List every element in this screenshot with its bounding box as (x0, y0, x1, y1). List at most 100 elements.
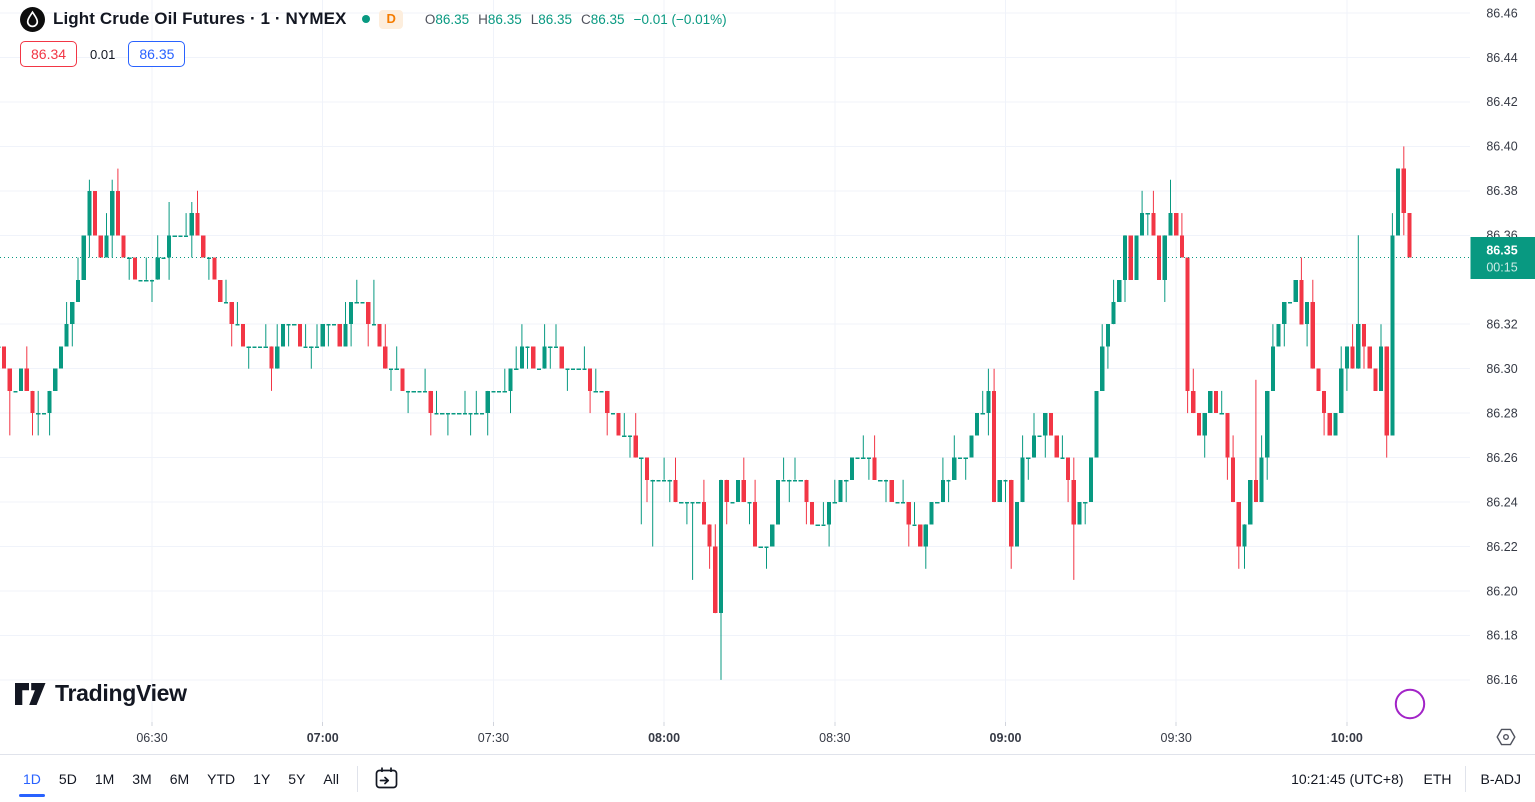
buy-ask-button[interactable]: 86.35 (128, 41, 186, 67)
range-button-5D[interactable]: 5D (50, 755, 86, 802)
candle-body (332, 324, 337, 326)
candle-body (1054, 435, 1059, 458)
candle-body (912, 524, 917, 526)
symbol-title[interactable]: Light Crude Oil Futures · 1 · NYMEX (53, 9, 347, 28)
candle-body (1145, 213, 1150, 215)
adjustment-toggle-badj[interactable]: B-ADJ (1480, 770, 1521, 787)
candle-body (354, 302, 359, 304)
range-button-5Y[interactable]: 5Y (279, 755, 314, 802)
candle-body (1344, 346, 1349, 369)
range-button-1M[interactable]: 1M (86, 755, 123, 802)
candle-body (286, 324, 291, 326)
time-axis-label: 07:00 (307, 731, 339, 745)
clock-readout[interactable]: 10:21:45 (UTC+8) (1291, 770, 1404, 787)
candle-body (883, 479, 889, 482)
candle-body (508, 368, 513, 391)
candle-body (1117, 279, 1122, 302)
chart-header: Light Crude Oil Futures · 1 · NYMEX D O8… (20, 6, 727, 67)
candle-body (2, 346, 7, 369)
tradingview-logo[interactable]: TradingView (15, 680, 187, 707)
candle-body (1350, 346, 1355, 369)
candle-body (1225, 413, 1230, 458)
range-button-3M[interactable]: 3M (123, 755, 160, 802)
candle-body (445, 413, 450, 415)
candle-body (605, 390, 610, 414)
range-button-1D[interactable]: 1D (14, 755, 50, 802)
candle-body (946, 479, 951, 482)
candle-body (622, 435, 627, 437)
candle-body (1174, 213, 1179, 236)
candle-body (781, 479, 786, 482)
candle-body (457, 413, 462, 415)
candle-body (1373, 368, 1378, 391)
candle-body (576, 368, 581, 371)
candle-body (280, 324, 285, 347)
candle-body (115, 190, 120, 236)
candle-body (411, 390, 416, 393)
candle-body (980, 413, 985, 415)
ohlc-high: H86.35 (478, 11, 522, 27)
range-button-1Y[interactable]: 1Y (244, 755, 279, 802)
ohlc-open: O86.35 (424, 11, 470, 27)
go-to-date-button[interactable] (367, 763, 406, 794)
range-button-YTD[interactable]: YTD (198, 755, 244, 802)
candle-body (497, 390, 502, 393)
candle-body (866, 457, 871, 460)
price-chart-canvas[interactable]: 06:30 07:00 07:30 08:00 08:30 09:00 09:30 10:00… (0, 0, 1535, 754)
instant-trading-button[interactable] (1393, 687, 1427, 721)
candle-body (895, 502, 900, 504)
candle-body (297, 324, 302, 347)
toolbar-divider (356, 765, 358, 792)
candle-body (417, 390, 422, 393)
candle-body (1265, 390, 1270, 458)
candle-body (1259, 457, 1264, 503)
candle-body (747, 502, 752, 504)
bar-countdown-label: 00:15 (1486, 261, 1517, 275)
candle-body (644, 457, 650, 480)
candle-body (849, 457, 854, 480)
candle-body (701, 502, 706, 525)
candle-body (1020, 457, 1025, 503)
candle-body (918, 524, 923, 547)
candle-body (423, 390, 428, 393)
candle-body (206, 257, 211, 259)
candle-body (713, 546, 718, 614)
axis-settings-hexagon-icon[interactable] (1492, 725, 1520, 749)
candle-body (906, 502, 911, 525)
candle-body (514, 368, 519, 371)
candle-body (599, 390, 604, 393)
range-button-6M[interactable]: 6M (161, 755, 198, 802)
candle-body (172, 235, 177, 237)
candle-body (161, 257, 166, 259)
price-axis-label: 86.24 (1486, 495, 1517, 509)
candle-body (1384, 346, 1389, 436)
range-button-All[interactable]: All (314, 755, 348, 802)
candle-body (81, 235, 86, 280)
candle-body (292, 324, 297, 326)
candle-body (195, 213, 200, 236)
candle-body (252, 346, 257, 348)
candle-body (235, 324, 240, 326)
candle-body (878, 479, 883, 482)
candle-body (1088, 457, 1093, 503)
price-axis-label: 86.40 (1486, 140, 1517, 154)
candle-body (832, 502, 837, 504)
session-toggle-eth[interactable]: ETH (1423, 770, 1452, 787)
candle-body (838, 479, 843, 502)
sell-bid-button[interactable]: 86.34 (20, 41, 78, 67)
candle-body (212, 257, 217, 280)
candle-body (377, 324, 382, 347)
candle-body (223, 302, 229, 304)
candle-body (627, 435, 633, 437)
candle-body (997, 479, 1002, 502)
calendar-icon (375, 767, 398, 789)
candle-body (1248, 479, 1253, 525)
candle-body (1356, 324, 1361, 369)
candle-body (650, 479, 655, 482)
candle-body (1407, 213, 1412, 258)
candle-body (189, 213, 194, 236)
time-axis-label: 08:00 (648, 731, 680, 745)
delayed-data-badge[interactable]: D (379, 9, 403, 29)
market-status-icon[interactable] (362, 15, 371, 23)
candle-body (827, 502, 832, 525)
